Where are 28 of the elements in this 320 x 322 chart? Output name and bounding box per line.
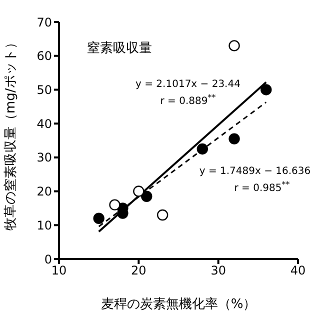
x-tick-label: 30 bbox=[210, 264, 226, 278]
point bbox=[109, 199, 120, 210]
x-tick-label: 40 bbox=[290, 264, 306, 278]
y-tick-label: 70 bbox=[36, 15, 52, 30]
annotation: 窒素吸収量 bbox=[87, 40, 152, 56]
point bbox=[156, 209, 168, 221]
point bbox=[133, 186, 144, 197]
annotation: r = 0.889$^{**}$ bbox=[160, 92, 216, 107]
y-tick-label: 60 bbox=[36, 49, 52, 64]
y-axis-title: 牧草の窒素吸収量（mg/ポット） bbox=[2, 36, 19, 230]
point bbox=[196, 143, 208, 155]
annotation: r = 0.985$^{**}$ bbox=[234, 180, 290, 194]
x-tick-label: 20 bbox=[131, 264, 146, 278]
y-tick-label: 50 bbox=[36, 82, 52, 97]
point bbox=[228, 40, 240, 52]
x-tick-label: 10 bbox=[51, 264, 67, 278]
y-tick-label: 10 bbox=[36, 218, 52, 232]
point bbox=[260, 84, 272, 96]
y-tick-label: 0 bbox=[44, 252, 52, 266]
point bbox=[93, 212, 104, 224]
point bbox=[228, 133, 240, 144]
point bbox=[141, 190, 152, 202]
annotation: y = 2.1017x − 23.44 bbox=[136, 79, 240, 90]
y-tick-label: 40 bbox=[36, 116, 52, 131]
x-axis-title: 麦稈の炭素無機化率（%） bbox=[100, 296, 256, 312]
annotation: y = 1.7489x − 16.636 bbox=[199, 166, 311, 177]
y-tick-label: 30 bbox=[36, 150, 52, 165]
y-tick-label: 20 bbox=[36, 184, 52, 199]
